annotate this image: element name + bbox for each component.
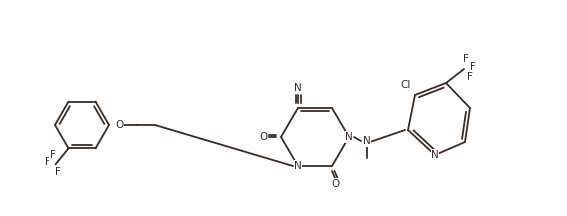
Text: F: F — [467, 72, 473, 82]
Text: O: O — [331, 179, 339, 189]
Text: N: N — [345, 132, 353, 142]
Text: N: N — [294, 161, 302, 171]
Text: F: F — [463, 54, 469, 64]
Text: F: F — [470, 62, 476, 72]
Text: N: N — [294, 83, 302, 93]
Text: F: F — [45, 157, 50, 167]
Text: O: O — [259, 132, 267, 142]
Text: O: O — [115, 120, 123, 130]
Text: F: F — [49, 150, 56, 160]
Text: Cl: Cl — [401, 80, 411, 90]
Text: N: N — [363, 136, 371, 146]
Text: N: N — [431, 150, 439, 160]
Text: F: F — [54, 167, 61, 177]
